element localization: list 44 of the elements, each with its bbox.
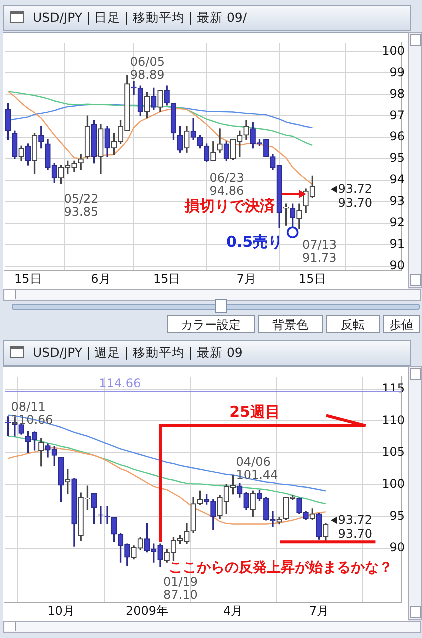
text: 歩値	[383, 315, 420, 333]
ref-line-label: 114.66	[99, 376, 142, 391]
annotation: 01/19 87.10	[163, 575, 198, 602]
y-tick-label: 97	[390, 108, 405, 122]
y-tick-label: 96	[390, 130, 405, 144]
y-tick-label: 95	[390, 151, 405, 166]
y-tick-label: 99	[390, 65, 405, 80]
y-tick-label: 100	[382, 476, 405, 491]
x-tick-label: 15日	[153, 272, 181, 286]
y-tick-label: 92	[390, 216, 405, 230]
text: 93.72 93.70	[338, 182, 373, 210]
y-tick-label: 110	[382, 413, 405, 428]
x-tick-label: 10月	[48, 604, 75, 618]
y-tick-label: 93	[390, 194, 405, 208]
x-tick-label: 15日	[299, 272, 326, 286]
x-tick-label: 7月	[236, 272, 256, 286]
y-tick-label: 91	[390, 236, 405, 251]
x-tick-label: 7月	[309, 604, 330, 618]
y-tick-label: 100	[382, 44, 405, 58]
annotation: ここからの反発上昇が始まるかな？	[169, 560, 394, 576]
y-tick-label: 90	[390, 540, 405, 555]
annotation: 05/22 93.85	[64, 192, 99, 220]
y-tick-label: 98	[390, 86, 405, 101]
text: 反転	[326, 315, 380, 333]
annotation: 損切りで決済	[184, 196, 275, 215]
text: カラー設定	[167, 315, 255, 333]
annotation: 06/23 94.86	[210, 170, 244, 198]
annotation: 07/13 91.73	[302, 238, 338, 266]
x-tick-label: 6月	[91, 272, 111, 286]
annotation: 06/05 98.89	[130, 55, 165, 82]
text: 背景色	[258, 315, 323, 333]
chart-title: USD/JPY | 週足 | 移動平均 | 最新 09	[33, 344, 243, 362]
annotation: 25週目	[230, 402, 280, 421]
y-tick-label: 90	[390, 258, 405, 272]
chart-title: USD/JPY | 日足 | 移動平均 | 最新 09/	[33, 9, 248, 27]
text: 93.72 93.70	[338, 512, 373, 541]
y-tick-label: 95	[390, 508, 405, 523]
x-tick-label: 15日	[14, 272, 42, 286]
x-tick-label: 4月	[223, 604, 244, 618]
x-tick-label: 2009年	[126, 604, 169, 618]
annotation: 04/06 101.44	[236, 454, 278, 482]
annotation: 0.5売り	[226, 233, 284, 252]
y-tick-label: 105	[382, 445, 405, 460]
y-tick-label: 94	[390, 172, 405, 187]
